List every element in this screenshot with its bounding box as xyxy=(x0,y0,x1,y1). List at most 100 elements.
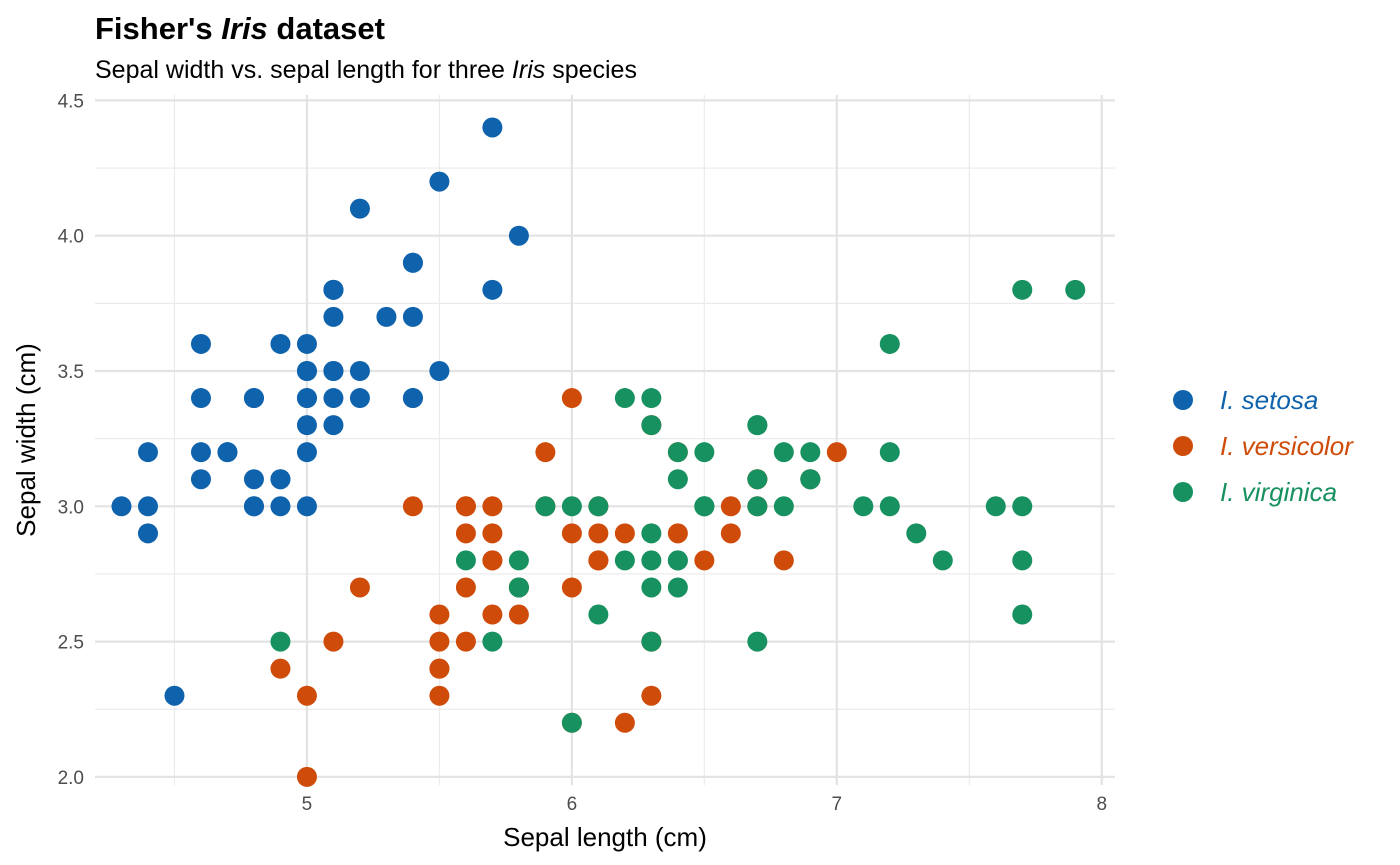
data-point xyxy=(111,496,132,517)
data-point xyxy=(1012,550,1033,571)
data-point xyxy=(270,469,291,490)
data-point xyxy=(296,333,317,354)
legend-label: I. versicolor xyxy=(1220,431,1354,461)
data-point xyxy=(323,631,344,652)
legend: I. setosa I. versicolor I. virginica xyxy=(1173,385,1354,507)
data-point xyxy=(641,388,662,409)
data-point xyxy=(614,550,635,571)
data-point xyxy=(773,550,794,571)
data-point xyxy=(482,631,503,652)
data-point xyxy=(879,442,900,463)
data-point xyxy=(561,523,582,544)
x-tick-label: 5 xyxy=(302,794,313,815)
x-tick-label: 8 xyxy=(1096,794,1107,815)
data-point xyxy=(720,523,741,544)
data-point xyxy=(429,685,450,706)
data-point xyxy=(296,442,317,463)
data-point xyxy=(190,333,211,354)
y-axis-tick-labels: 2.0 2.5 3.0 3.5 4.0 4.5 xyxy=(58,91,84,788)
data-point xyxy=(561,712,582,733)
data-point xyxy=(747,496,768,517)
data-point xyxy=(641,631,662,652)
data-point xyxy=(561,388,582,409)
data-point xyxy=(270,631,291,652)
data-point xyxy=(296,415,317,436)
data-points xyxy=(111,117,1086,787)
data-point xyxy=(561,577,582,598)
data-point xyxy=(482,279,503,300)
data-point xyxy=(455,577,476,598)
plot-grid xyxy=(95,95,1115,785)
data-point xyxy=(508,550,529,571)
data-point xyxy=(402,388,423,409)
data-point xyxy=(535,442,556,463)
data-point xyxy=(906,523,927,544)
data-point xyxy=(323,279,344,300)
data-point xyxy=(641,415,662,436)
y-tick-label: 4.5 xyxy=(58,91,84,112)
legend-key xyxy=(1173,436,1193,456)
data-point xyxy=(508,225,529,246)
chart-title: Fisher's Iris dataset xyxy=(95,11,385,46)
data-point xyxy=(402,496,423,517)
data-point xyxy=(508,604,529,625)
data-point xyxy=(323,361,344,381)
data-point xyxy=(1065,279,1086,300)
data-point xyxy=(482,604,503,625)
data-point xyxy=(296,388,317,409)
data-point xyxy=(985,496,1006,517)
data-point xyxy=(614,712,635,733)
data-point xyxy=(296,361,317,381)
data-point xyxy=(482,496,503,517)
data-point xyxy=(455,523,476,544)
data-point xyxy=(482,523,503,544)
data-point xyxy=(641,685,662,706)
data-point xyxy=(747,469,768,490)
data-point xyxy=(826,442,847,463)
data-point xyxy=(270,658,291,679)
data-point xyxy=(800,469,821,490)
data-point xyxy=(641,523,662,544)
data-point xyxy=(296,496,317,517)
data-point xyxy=(667,442,688,463)
data-point xyxy=(190,442,211,463)
data-point xyxy=(482,550,503,571)
data-point xyxy=(429,361,450,381)
data-point xyxy=(482,117,503,138)
data-point xyxy=(588,496,609,517)
data-point xyxy=(323,388,344,409)
data-point xyxy=(667,469,688,490)
data-point xyxy=(270,496,291,517)
legend-label: I. virginica xyxy=(1220,477,1337,507)
data-point xyxy=(773,496,794,517)
data-point xyxy=(588,550,609,571)
data-point xyxy=(879,496,900,517)
data-point xyxy=(402,252,423,273)
data-point xyxy=(349,577,370,598)
data-point xyxy=(455,631,476,652)
data-point xyxy=(614,523,635,544)
data-point xyxy=(429,604,450,625)
data-point xyxy=(667,523,688,544)
data-point xyxy=(694,550,715,571)
data-point xyxy=(508,577,529,598)
x-tick-label: 6 xyxy=(567,794,578,815)
y-tick-label: 4.0 xyxy=(58,227,84,248)
y-tick-label: 3.5 xyxy=(58,362,84,383)
data-point xyxy=(694,496,715,517)
data-point xyxy=(429,171,450,192)
data-point xyxy=(1012,604,1033,625)
data-point xyxy=(747,415,768,436)
data-point xyxy=(641,577,662,598)
x-axis-title: Sepal length (cm) xyxy=(503,822,707,852)
data-point xyxy=(217,442,238,463)
x-axis-tick-labels: 5 6 7 8 xyxy=(302,794,1107,815)
data-point xyxy=(323,306,344,327)
data-point xyxy=(190,388,211,409)
data-point xyxy=(932,550,953,571)
y-tick-label: 3.0 xyxy=(58,497,84,518)
data-point xyxy=(429,631,450,652)
data-point xyxy=(349,388,370,409)
data-point xyxy=(243,388,264,409)
